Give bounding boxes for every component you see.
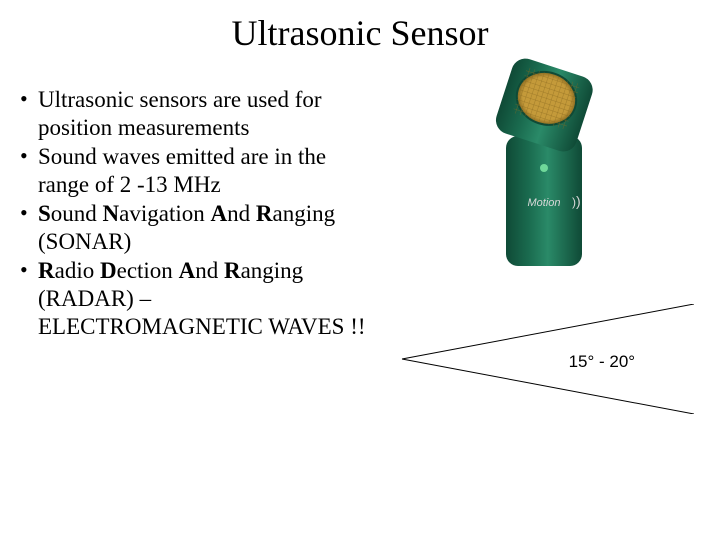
bullet-text: Sound waves emitted are in the range of … bbox=[38, 144, 326, 197]
bullet-bold-text: N bbox=[103, 201, 120, 226]
beam-cone-diagram bbox=[394, 304, 694, 414]
bullet-text: Ultrasonic sensors are used for position… bbox=[38, 87, 322, 140]
bullet-text: adio bbox=[55, 258, 100, 283]
bullet-bold-text: R bbox=[224, 258, 241, 283]
bullet-bold-text: R bbox=[256, 201, 273, 226]
bullet-item: Sound Navigation And Ranging (SONAR) bbox=[20, 200, 379, 256]
bullet-bold-text: A bbox=[179, 258, 196, 283]
bullet-bold-text: R bbox=[38, 258, 55, 283]
bullet-text: nd bbox=[195, 258, 224, 283]
bullet-item: Radio Dection And Ranging (RADAR) – ELEC… bbox=[20, 257, 379, 341]
bullet-text: ection bbox=[117, 258, 179, 283]
bullet-bold-text: S bbox=[38, 201, 51, 226]
figure-column: Motion)) 15° - 20° bbox=[387, 86, 700, 414]
svg-text:): ) bbox=[576, 193, 581, 209]
bullet-bold-text: D bbox=[100, 258, 117, 283]
content-row: Ultrasonic sensors are used for position… bbox=[0, 86, 720, 414]
bullet-item: Sound waves emitted are in the range of … bbox=[20, 143, 379, 199]
bullets-column: Ultrasonic sensors are used for position… bbox=[20, 86, 387, 414]
beam-angle-label: 15° - 20° bbox=[569, 352, 636, 372]
bullet-text: ound bbox=[51, 201, 103, 226]
bullet-bold-text: A bbox=[211, 201, 228, 226]
bullet-list: Ultrasonic sensors are used for position… bbox=[20, 86, 379, 341]
sensor-illustration: Motion)) bbox=[464, 56, 624, 276]
bullet-text: nd bbox=[227, 201, 256, 226]
bullet-item: Ultrasonic sensors are used for position… bbox=[20, 86, 379, 142]
bullet-text: avigation bbox=[119, 201, 210, 226]
sensor-label: Motion bbox=[527, 197, 560, 209]
